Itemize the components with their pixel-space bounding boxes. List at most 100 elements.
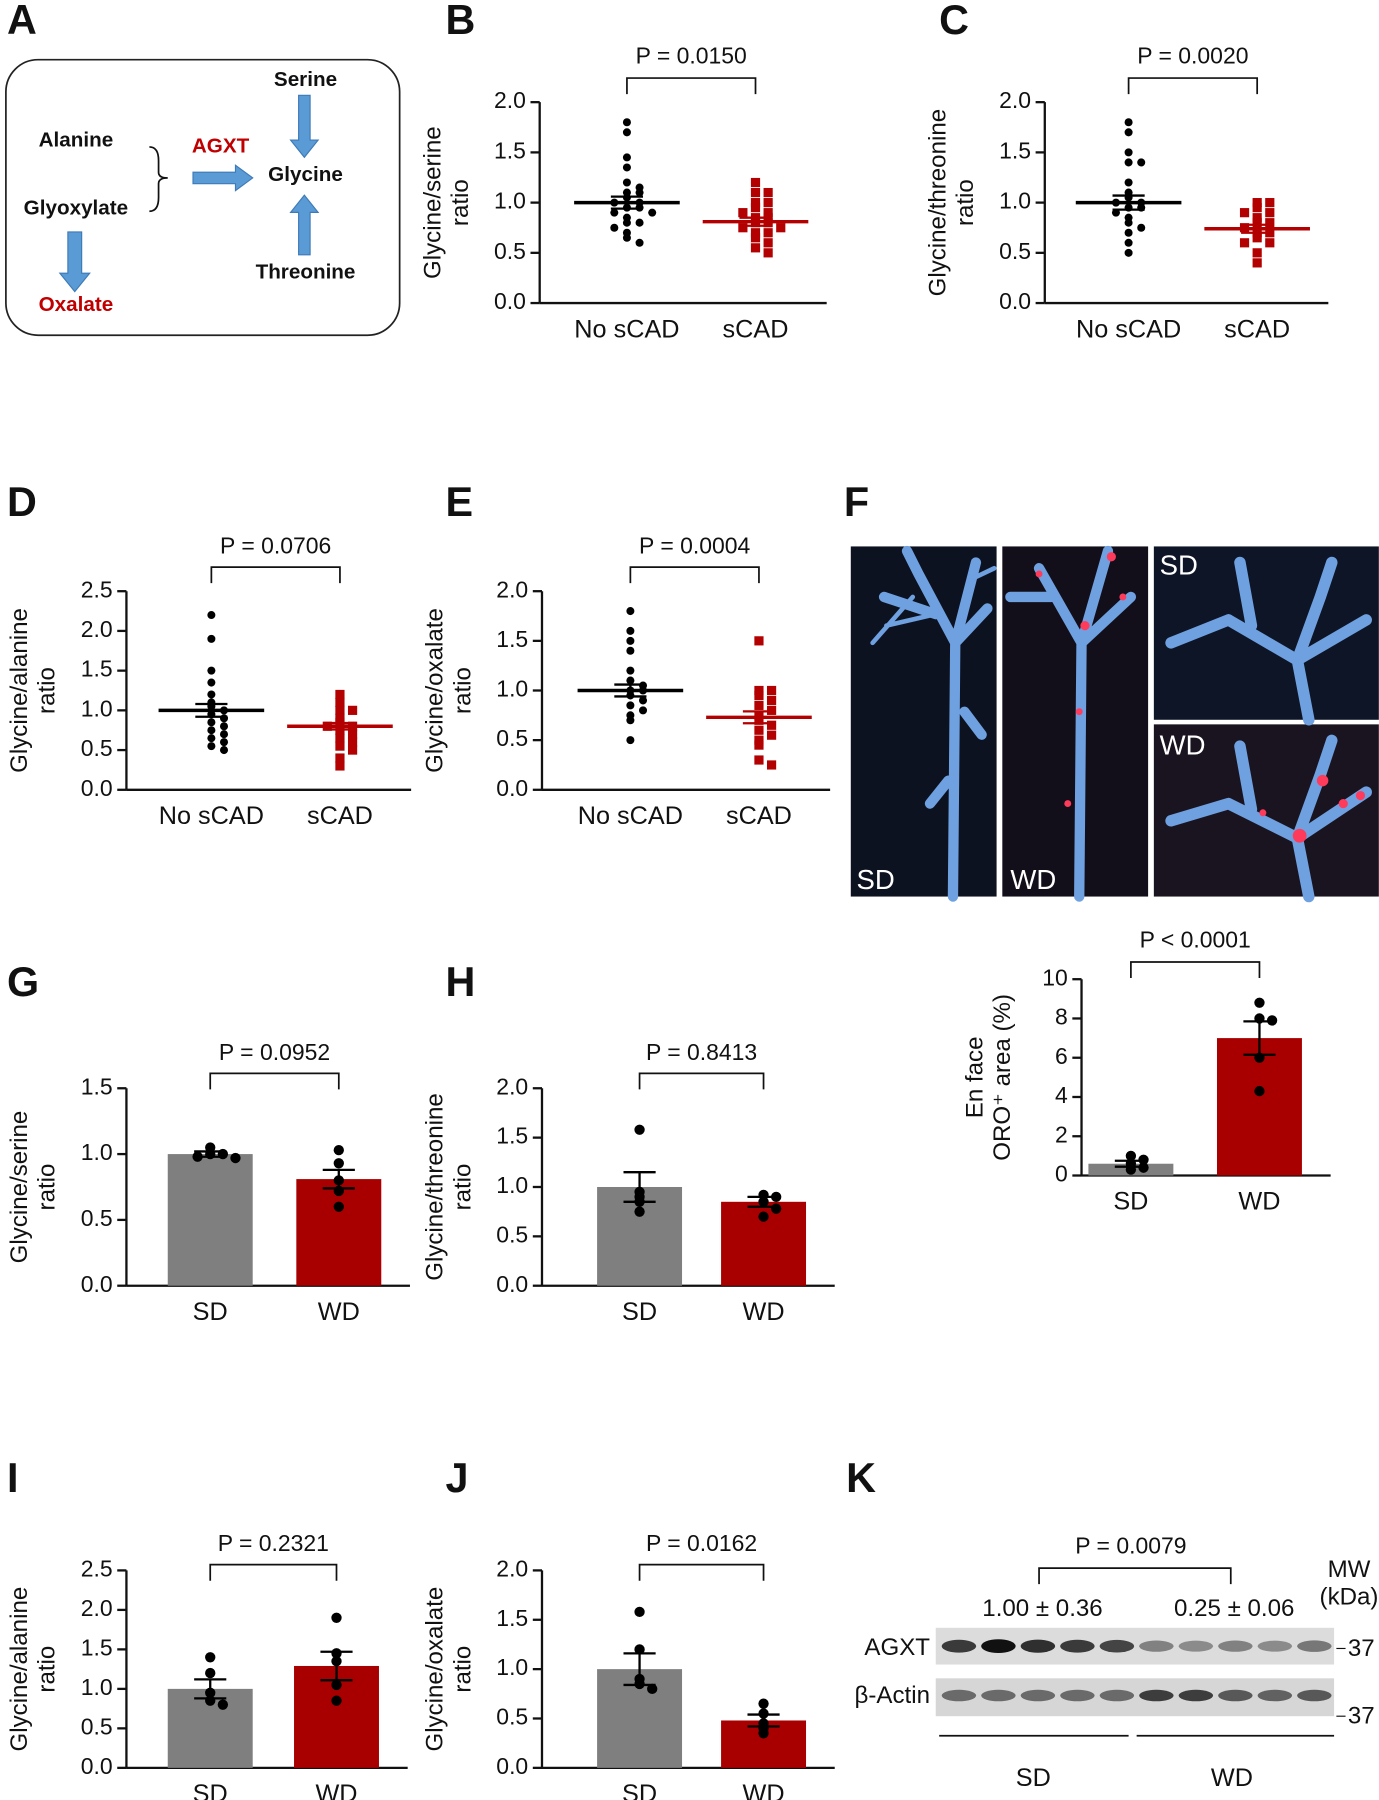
brace <box>149 146 168 213</box>
error-bar <box>1243 1020 1276 1056</box>
y-tick-label: 1.0 <box>81 1139 113 1165</box>
y-axis-label: Glycine/oxalate <box>422 608 449 773</box>
band <box>1257 1689 1293 1702</box>
band <box>1218 1689 1253 1702</box>
mw-label: MW <box>1328 1556 1371 1583</box>
y-axis-label: Glycine/alanine <box>6 608 33 773</box>
data-point <box>754 735 764 745</box>
y-tick-label: 8 <box>1055 1004 1068 1030</box>
error-bar <box>1114 1159 1147 1168</box>
x-tick-label: sCAD <box>1224 315 1290 343</box>
vessel <box>870 545 1372 903</box>
data-point <box>622 128 631 137</box>
mw-marker: 37 <box>1348 1635 1375 1662</box>
y-tick-label: 0.0 <box>496 1753 528 1779</box>
data-point <box>1124 248 1133 257</box>
y-axis-label: Glycine/oxalate <box>422 1587 449 1752</box>
y-tick-label: 1.0 <box>496 676 528 702</box>
p-value: P = 0.2321 <box>218 1530 329 1556</box>
bar <box>296 1179 382 1286</box>
significance-bracket <box>629 566 760 584</box>
y-tick-label: 0.5 <box>494 238 526 264</box>
data-point <box>1124 228 1133 237</box>
significance-bracket <box>638 1563 765 1581</box>
error-bar <box>322 1168 355 1190</box>
data-point <box>1252 248 1262 258</box>
y-tick-label: 0.0 <box>494 288 526 314</box>
y-tick-label: 1.5 <box>496 1605 528 1631</box>
node: Glycine <box>268 163 343 186</box>
x-tick-label: WD <box>315 1780 357 1800</box>
data-point <box>1124 178 1133 187</box>
data-point <box>333 1201 344 1212</box>
y-tick-label: 1.5 <box>81 1073 113 1099</box>
y-tick-label: 2.0 <box>496 1073 528 1099</box>
y-tick-label: 1.5 <box>494 137 526 163</box>
y-tick-label: 2 <box>1055 1121 1068 1147</box>
data-point <box>648 208 657 217</box>
y-axis-label: En face <box>961 1037 988 1119</box>
panel-letter: K <box>846 1455 876 1501</box>
y-tick-label: 10 <box>1042 964 1068 990</box>
data-point <box>219 746 229 755</box>
significance-bracket <box>209 1563 338 1581</box>
y-tick-label: 1.0 <box>81 1674 113 1700</box>
p-value: P < 0.0001 <box>1140 926 1251 952</box>
data-point <box>333 1158 344 1169</box>
x-tick-label: WD <box>743 1298 785 1326</box>
y-tick-label: 0.0 <box>496 1271 528 1297</box>
y-tick-label: 2.0 <box>81 616 113 642</box>
significance-bracket <box>210 566 341 584</box>
data-point <box>347 737 358 747</box>
data-point <box>1124 158 1133 167</box>
y-tick-label: 1.5 <box>496 626 528 652</box>
data-point <box>1265 238 1275 248</box>
data-point <box>1125 1150 1137 1162</box>
data-point <box>331 1695 342 1706</box>
band <box>1297 1640 1332 1652</box>
band <box>1020 1689 1056 1702</box>
data-point <box>738 208 748 218</box>
y-tick-label: 1.0 <box>494 188 526 214</box>
band <box>981 1689 1016 1702</box>
data-point <box>750 228 761 238</box>
node: Threonine <box>256 261 356 284</box>
y-axis-label: Glycine/alanine <box>6 1587 33 1752</box>
panel-letter: A <box>7 0 37 43</box>
x-tick-label: No sCAD <box>574 315 679 343</box>
panel-letter: I <box>7 1455 18 1501</box>
y-tick-label: 1.0 <box>81 695 113 721</box>
y-tick-label: 2.0 <box>496 1555 528 1581</box>
y-tick-label: 0.5 <box>496 1221 528 1247</box>
panel-letter: C <box>939 0 969 43</box>
y-axis-label: ratio <box>34 1164 61 1211</box>
y-tick-label: 0.0 <box>81 775 113 801</box>
p-value: P = 0.0150 <box>636 42 747 68</box>
data-point <box>634 1206 645 1217</box>
band <box>1257 1640 1293 1652</box>
band <box>1099 1689 1135 1702</box>
y-axis-label: Glycine/threonine <box>925 109 952 297</box>
data-point <box>626 607 635 616</box>
significance-bracket <box>638 1072 765 1090</box>
data-point <box>1252 218 1262 228</box>
data-point <box>1239 238 1250 248</box>
data-point <box>763 248 773 258</box>
panel-letter: H <box>446 959 476 1005</box>
data-point <box>1265 218 1275 228</box>
y-axis-label: ratio <box>449 1164 476 1211</box>
quantity: 1.00 ± 0.36 <box>982 1595 1102 1622</box>
data-point <box>647 1683 658 1695</box>
x-tick-label: SD <box>193 1298 228 1326</box>
p-value: P = 0.0952 <box>219 1039 330 1065</box>
data-point <box>1254 997 1265 1008</box>
data-point <box>763 208 773 218</box>
band <box>1139 1640 1174 1652</box>
y-tick-label: 0.5 <box>496 725 528 751</box>
band <box>941 1639 977 1653</box>
data-point <box>622 178 631 187</box>
micrograph-label: WD <box>1010 864 1056 895</box>
band <box>1060 1689 1095 1702</box>
data-point <box>766 720 777 730</box>
